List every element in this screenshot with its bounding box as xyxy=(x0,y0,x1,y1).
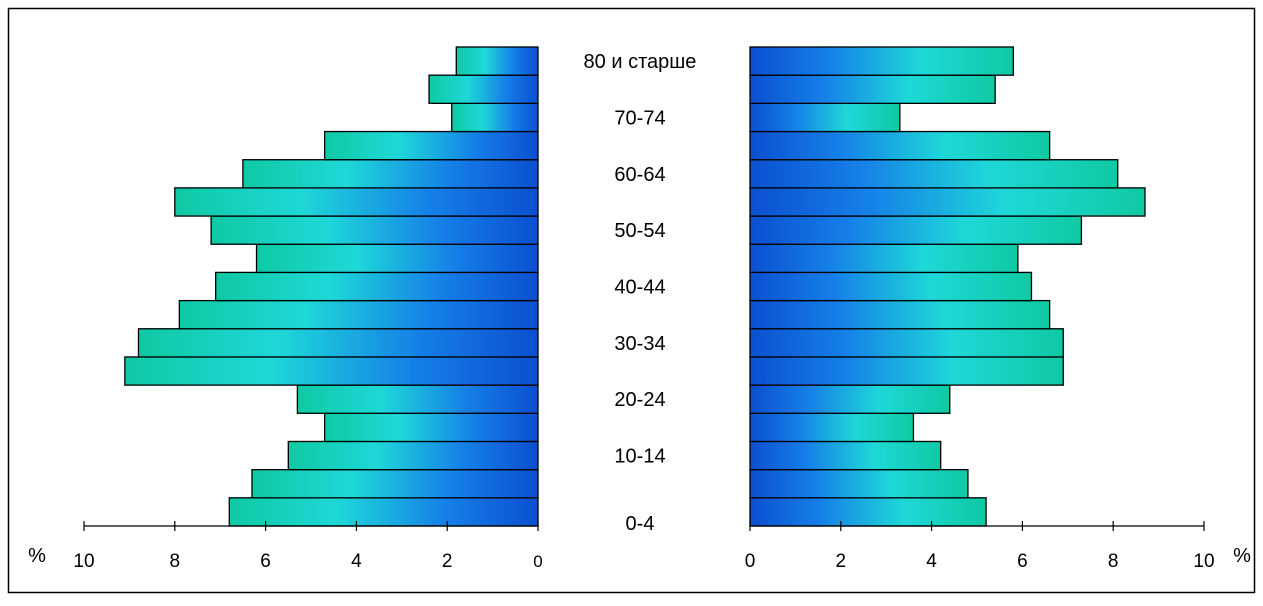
age-label-60-64: 60-64 xyxy=(614,164,665,186)
right-tick-label-4: 4 xyxy=(926,551,937,572)
bar-left-30-34 xyxy=(137,328,539,358)
bar-right-5-9 xyxy=(749,468,969,499)
right-tick-label-8: 8 xyxy=(1108,551,1119,572)
bar-left-55-59 xyxy=(174,187,539,217)
age-label-50-54: 50-54 xyxy=(614,220,665,242)
bar-right-35-39 xyxy=(749,299,1051,330)
bar-right-55-59 xyxy=(749,187,1146,217)
bar-right-0-4 xyxy=(749,497,987,527)
bar-left-10-14 xyxy=(287,440,539,471)
age-label-30-34: 30-34 xyxy=(614,333,665,355)
bar-right-40-44 xyxy=(749,271,1033,302)
age-label-10-14: 10-14 xyxy=(614,446,665,468)
age-label-40-44: 40-44 xyxy=(614,277,665,299)
bar-right-20-24 xyxy=(749,384,951,414)
bar-right-75-79 xyxy=(749,74,996,105)
bar-right-80-и-старше xyxy=(749,46,1014,76)
bar-left-40-44 xyxy=(215,271,539,302)
bar-left-15-19 xyxy=(323,412,539,443)
bar-left-45-49 xyxy=(255,243,539,274)
bar-right-25-29 xyxy=(749,356,1064,386)
bar-left-60-64 xyxy=(242,159,539,189)
bar-right-65-69 xyxy=(749,130,1051,161)
left-unit-label: % xyxy=(28,545,46,567)
bar-left-65-69 xyxy=(323,130,539,161)
bar-right-60-64 xyxy=(749,159,1119,189)
bar-right-30-34 xyxy=(749,328,1064,358)
bar-left-5-9 xyxy=(251,468,539,499)
age-label-20-24: 20-24 xyxy=(614,389,665,411)
right-tick-label-10: 10 xyxy=(1193,551,1214,572)
bar-left-50-54 xyxy=(210,215,539,245)
bar-left-70-74 xyxy=(451,102,539,133)
axes xyxy=(83,521,1205,531)
bar-right-50-54 xyxy=(749,215,1083,245)
age-label-70-74: 70-74 xyxy=(614,107,665,129)
bar-left-35-39 xyxy=(178,299,539,330)
right-bars xyxy=(749,46,1146,527)
bar-right-15-19 xyxy=(749,412,915,443)
age-label-0-4: 0-4 xyxy=(626,513,655,535)
age-label-80-и-старше: 80 и старше xyxy=(584,51,697,73)
left-tick-label-4: 4 xyxy=(351,551,362,572)
bar-left-20-24 xyxy=(296,384,539,414)
right-tick-label-0: 0 xyxy=(745,551,756,572)
labels: 10 8 6 4 2 0 0 2 4 6 8 10% % 0-4 10-14 20-24 30-34 40-44 5… xyxy=(28,51,1251,572)
left-tick-label-6: 6 xyxy=(260,551,271,572)
bar-right-10-14 xyxy=(749,440,942,471)
bar-right-70-74 xyxy=(749,102,901,133)
bar-right-45-49 xyxy=(749,243,1019,274)
right-tick-label-6: 6 xyxy=(1017,551,1028,572)
bar-left-25-29 xyxy=(124,356,539,386)
left-tick-label-0: 0 xyxy=(533,552,542,571)
left-tick-label-2: 2 xyxy=(442,551,453,572)
left-tick-label-8: 8 xyxy=(170,551,181,572)
bar-left-80-и-старше xyxy=(455,46,539,76)
left-bars xyxy=(124,46,539,527)
bar-left-0-4 xyxy=(228,497,539,527)
left-tick-label-10: 10 xyxy=(73,551,94,572)
right-unit-label: % xyxy=(1233,545,1251,567)
bar-left-75-79 xyxy=(428,74,539,105)
right-tick-label-2: 2 xyxy=(836,551,847,572)
